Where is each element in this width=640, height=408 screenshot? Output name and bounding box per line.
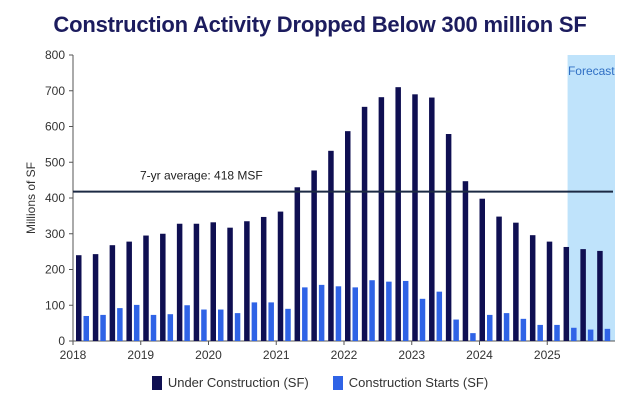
x-tick-label-1: 2019	[127, 348, 154, 362]
x-tick-label-2: 2020	[195, 348, 222, 362]
legend-label-construction-starts: Construction Starts (SF)	[348, 375, 489, 390]
bar-construction-starts-1	[100, 314, 106, 341]
bar-construction-starts-25	[503, 313, 510, 341]
bar-construction-starts-9	[234, 313, 241, 341]
bar-construction-starts-19	[402, 280, 409, 341]
bar-construction-starts-30	[587, 329, 594, 341]
bar-construction-starts-7	[201, 309, 207, 341]
bar-under-construction-7	[193, 223, 200, 341]
bar-construction-starts-21	[436, 291, 443, 341]
bar-under-construction-26	[513, 222, 519, 341]
bar-under-construction-11	[260, 216, 267, 341]
bar-under-construction-18	[378, 97, 385, 341]
bar-under-construction-2	[109, 245, 116, 341]
forecast-band	[567, 55, 615, 341]
bar-under-construction-0	[76, 255, 82, 341]
legend-item-construction-starts: Construction Starts (SF)	[332, 375, 489, 390]
chart-title: Construction Activity Dropped Below 300 …	[53, 12, 587, 37]
bar-construction-starts-16	[352, 287, 358, 341]
bar-under-construction-4	[143, 235, 149, 341]
legend-swatch-construction-starts	[332, 375, 343, 390]
y-tick-label-2: 200	[45, 263, 65, 277]
bar-under-construction-14	[311, 170, 317, 341]
bar-under-construction-29	[563, 246, 570, 341]
x-tick-label-6: 2024	[466, 348, 493, 362]
bar-under-construction-16	[345, 131, 351, 341]
y-tick-label-3: 300	[45, 227, 65, 241]
bar-construction-starts-15	[335, 286, 342, 341]
x-tick-label-7: 2025	[534, 348, 561, 362]
bar-under-construction-15	[328, 150, 334, 341]
bar-under-construction-28	[546, 241, 553, 341]
bar-under-construction-9	[227, 227, 233, 341]
bar-construction-starts-22	[453, 319, 459, 341]
y-tick-label-6: 600	[45, 120, 65, 134]
legend: Under Construction (SF) Construction Sta…	[0, 375, 640, 390]
bar-under-construction-6	[176, 223, 183, 341]
y-tick-label-0: 0	[58, 334, 65, 348]
bar-under-construction-10	[244, 221, 250, 341]
bar-under-construction-30	[580, 249, 586, 341]
bar-under-construction-20	[412, 94, 418, 341]
bar-construction-starts-18	[386, 281, 392, 341]
bar-construction-starts-28	[554, 324, 560, 341]
bar-under-construction-3	[126, 241, 132, 341]
forecast-label: Forecast	[568, 64, 615, 78]
bar-under-construction-22	[445, 134, 452, 341]
bar-construction-starts-5	[167, 314, 174, 341]
bar-construction-starts-3	[133, 304, 140, 341]
bar-construction-starts-11	[268, 302, 274, 341]
bar-construction-starts-20	[419, 298, 426, 341]
bar-under-construction-19	[395, 87, 401, 341]
y-tick-label-1: 100	[45, 298, 65, 312]
bar-construction-starts-13	[302, 287, 308, 341]
bar-construction-starts-27	[537, 324, 543, 341]
bar-under-construction-21	[429, 97, 435, 341]
legend-swatch-under-construction	[151, 375, 162, 390]
bar-construction-starts-24	[487, 314, 493, 341]
bar-under-construction-23	[462, 181, 469, 341]
bar-under-construction-25	[496, 216, 502, 341]
bar-construction-starts-0	[83, 315, 89, 341]
legend-label-under-construction: Under Construction (SF)	[167, 375, 309, 390]
legend-item-under-construction: Under Construction (SF)	[151, 375, 309, 390]
x-tick-label-5: 2023	[398, 348, 425, 362]
y-tick-label-8: 800	[45, 48, 65, 62]
bar-construction-starts-8	[218, 309, 224, 341]
bar-under-construction-1	[92, 254, 99, 341]
x-tick-label-0: 2018	[60, 348, 87, 362]
bar-construction-starts-10	[251, 302, 258, 341]
bar-construction-starts-14	[318, 284, 325, 341]
bar-under-construction-12	[277, 211, 284, 341]
bar-under-construction-13	[294, 187, 301, 341]
x-tick-label-3: 2021	[263, 348, 290, 362]
y-tick-label-5: 500	[45, 155, 65, 169]
bar-construction-starts-12	[285, 308, 291, 341]
bar-construction-starts-2	[117, 308, 123, 341]
bar-under-construction-24	[479, 198, 485, 341]
bar-under-construction-31	[597, 250, 603, 341]
y-tick-label-4: 400	[45, 191, 65, 205]
bar-construction-starts-17	[369, 280, 375, 341]
x-tick-label-4: 2022	[331, 348, 358, 362]
bar-under-construction-8	[210, 222, 216, 341]
bar-under-construction-17	[361, 106, 368, 342]
bar-construction-starts-4	[150, 314, 157, 341]
bar-construction-starts-29	[571, 327, 577, 341]
bar-construction-starts-23	[470, 333, 476, 341]
bar-under-construction-27	[529, 235, 536, 341]
bar-construction-starts-6	[184, 305, 190, 341]
y-tick-label-7: 700	[45, 84, 65, 98]
average-reference-label: 7-yr average: 418 MSF	[140, 169, 263, 183]
bar-construction-starts-26	[520, 318, 527, 341]
y-axis-title: Millions of SF	[24, 162, 38, 234]
bar-under-construction-5	[160, 233, 166, 341]
bar-construction-starts-31	[604, 328, 611, 341]
